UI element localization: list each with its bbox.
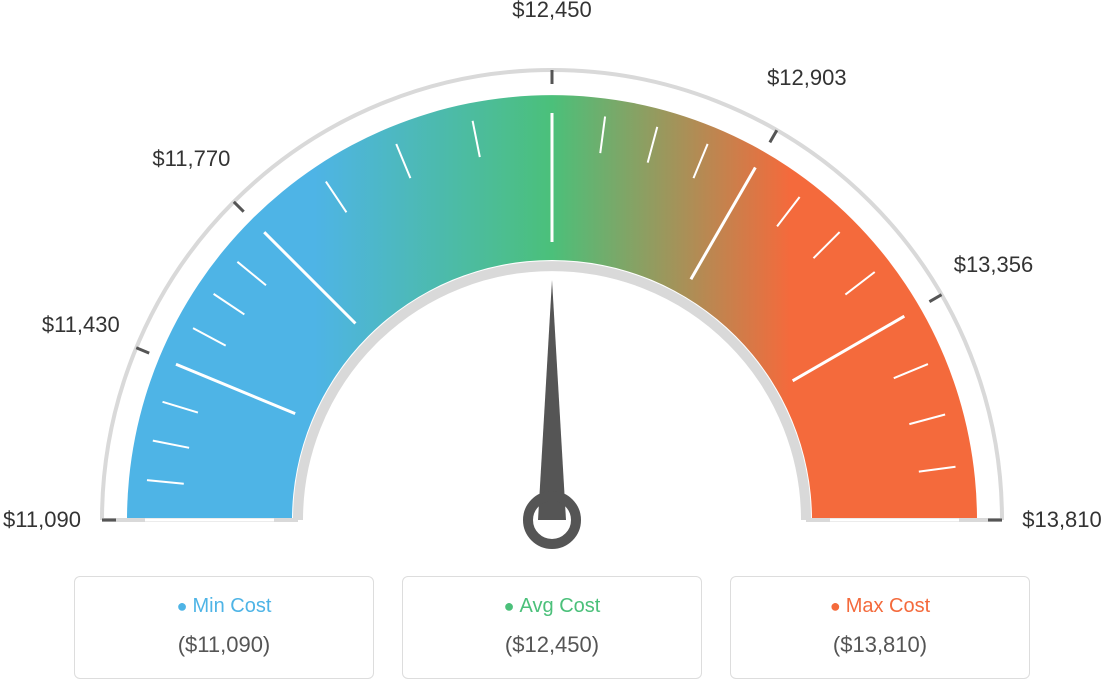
legend-row: Min Cost ($11,090) Avg Cost ($12,450) Max Co… — [0, 576, 1104, 679]
cost-gauge-chart: $11,090 $11,430 $11,770 $12,450 $12,903 $13,3… — [0, 0, 1104, 690]
legend-card-avg: Avg Cost ($12,450) — [402, 576, 702, 679]
scale-label: $12,903 — [767, 65, 847, 91]
legend-value: ($12,450) — [403, 632, 701, 658]
legend-label: Avg Cost — [403, 595, 701, 618]
legend-label: Min Cost — [75, 595, 373, 618]
gauge-svg — [0, 0, 1104, 560]
legend-label: Max Cost — [731, 595, 1029, 618]
scale-label: $11,430 — [42, 312, 120, 338]
scale-label: $13,810 — [1022, 507, 1102, 533]
scale-label: $13,356 — [954, 252, 1034, 278]
legend-value: ($11,090) — [75, 632, 373, 658]
scale-label: $11,770 — [152, 146, 230, 172]
legend-value: ($13,810) — [731, 632, 1029, 658]
scale-label: $11,090 — [3, 507, 81, 533]
scale-label: $12,450 — [512, 0, 592, 23]
gauge-needle — [538, 280, 566, 520]
legend-card-min: Min Cost ($11,090) — [74, 576, 374, 679]
legend-card-max: Max Cost ($13,810) — [730, 576, 1030, 679]
